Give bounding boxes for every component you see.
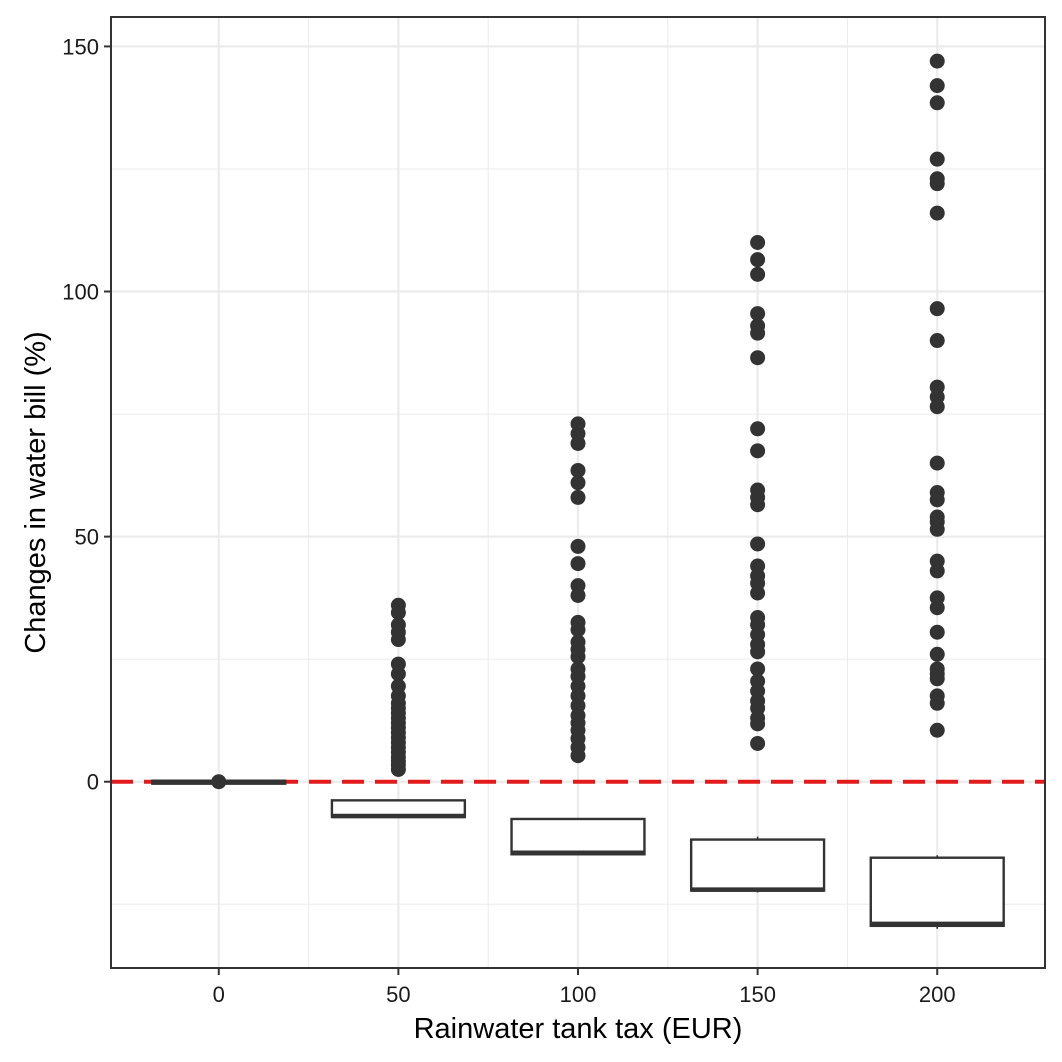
x-axis: 0 50 100 150 200 [213,968,956,1007]
outlier-point [929,171,945,187]
outlier-point [750,306,766,322]
outlier-point [929,553,945,569]
outlier-point [929,455,945,471]
outlier-point [929,661,945,677]
outlier-point [750,610,766,626]
outlier-point [929,205,945,221]
outlier-point [929,590,945,606]
outlier-point [750,266,766,282]
y-tick-label: 100 [62,280,99,305]
outlier-point [750,558,766,574]
outlier-point [570,578,586,594]
outlier-point [570,462,586,478]
outlier-point [750,482,766,498]
outlier-layer [211,53,945,790]
outlier-point [570,489,586,505]
outlier-point [929,509,945,525]
outlier-point [570,475,586,491]
outlier-point [750,661,766,677]
outlier-point [390,656,406,672]
outlier-point [750,673,766,689]
outlier-point [750,318,766,334]
x-tick-label: 150 [739,982,776,1007]
outlier-point [390,678,406,694]
outlier-point [929,646,945,662]
box-group [689,836,826,893]
y-tick-label: 0 [87,770,99,795]
outlier-point [929,485,945,500]
outlier-point [929,78,945,94]
outlier-point [750,252,766,268]
y-tick-label: 50 [75,525,99,550]
outlier-point [570,416,586,432]
outlier-point [929,688,945,704]
outlier-point [570,538,586,554]
box-iqr [689,838,826,892]
x-tick-label: 50 [386,982,410,1007]
x-tick-label: 0 [213,982,225,1007]
outlier-point [750,421,766,437]
outlier-point [929,95,945,111]
outlier-point [211,774,227,790]
outlier-point [929,722,945,738]
outlier-point [750,350,766,366]
box-iqr [510,817,646,856]
y-axis-title: Changes in water bill (%) [20,331,52,653]
outlier-point [570,661,586,677]
outlier-point [570,634,586,650]
y-axis: 0 50 100 150 [62,34,111,795]
x-tick-label: 200 [919,982,956,1007]
outlier-point [929,379,945,395]
outlier-point [750,735,766,751]
outlier-point [929,53,945,69]
x-tick-label: 100 [560,982,597,1007]
outlier-point [750,234,766,250]
outlier-point [390,597,406,613]
outlier-point [929,624,945,640]
outlier-point [929,301,945,317]
outlier-point [929,333,945,349]
outlier-point [570,556,586,572]
outlier-point [570,614,586,630]
y-tick-label: 150 [62,34,99,59]
x-axis-title: Rainwater tank tax (EUR) [414,1013,743,1045]
box-group [869,855,1005,929]
box-group [510,817,646,856]
box-group [330,799,467,819]
outlier-point [750,536,766,552]
outlier-point [929,151,945,167]
outlier-point [390,617,406,633]
outlier-point [750,443,766,459]
box-iqr [869,856,1005,928]
